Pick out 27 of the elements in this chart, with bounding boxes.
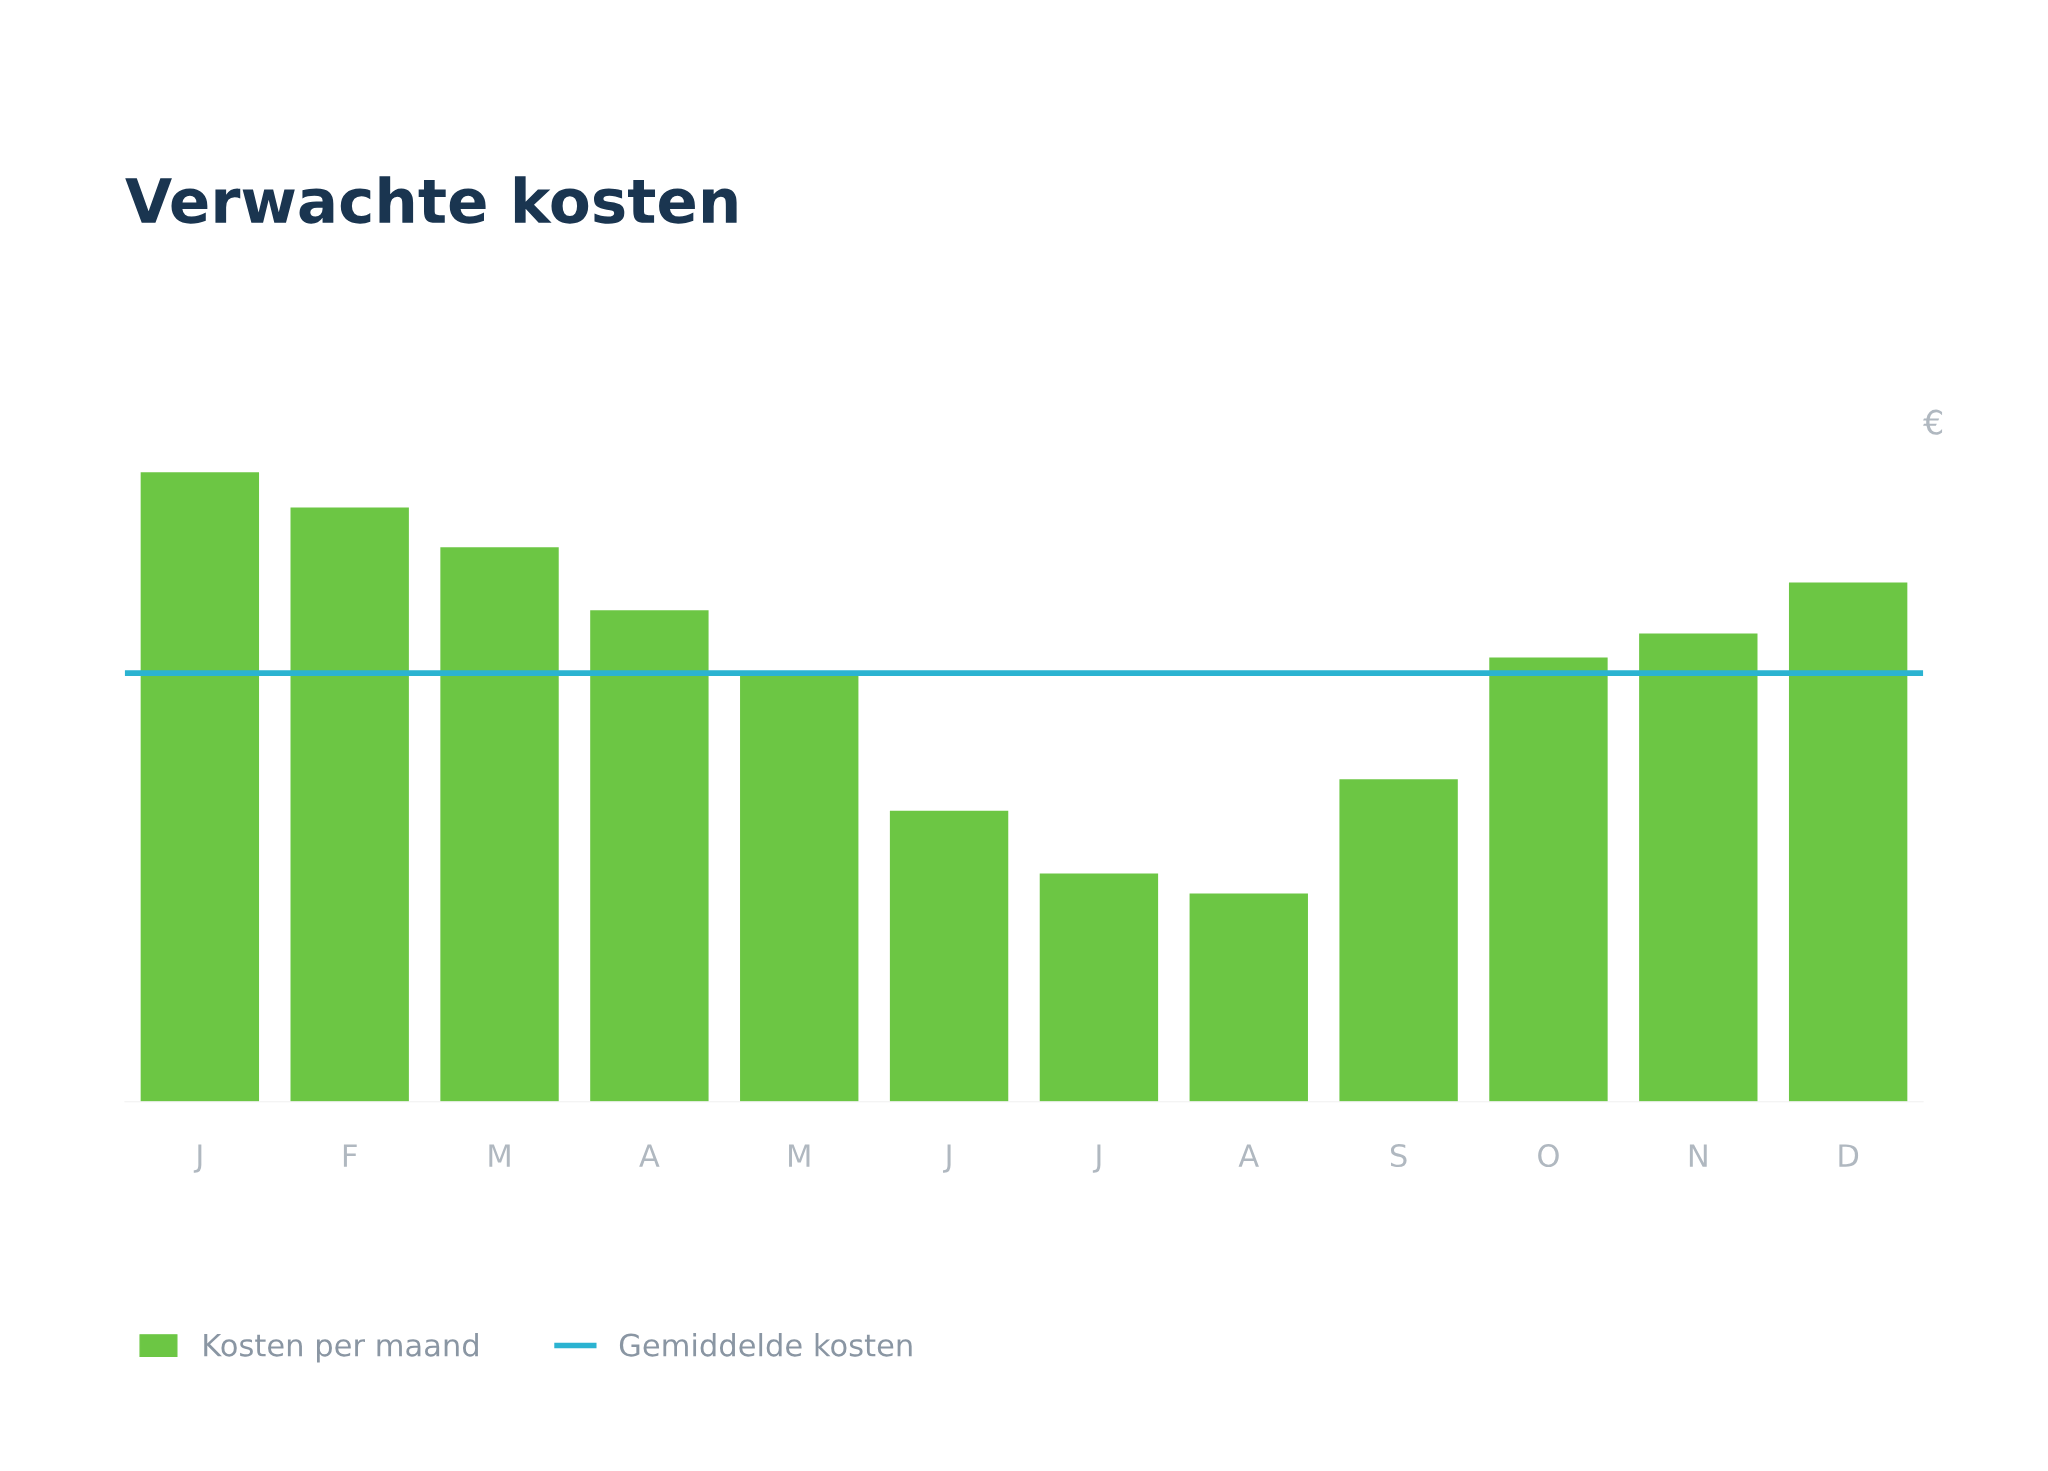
y-axis-title: €	[1923, 409, 1943, 435]
legend-label: Gemiddelde kosten	[619, 1333, 912, 1357]
x-tick-label: M	[789, 1144, 810, 1167]
bar	[889, 810, 1009, 1102]
chart-title: Verwachte kosten	[125, 176, 737, 224]
x-tick-label: D	[1839, 1144, 1859, 1167]
x-tick-label: J	[193, 1144, 202, 1173]
x-tick-label: M	[489, 1144, 510, 1167]
x-tick-label: F	[343, 1144, 357, 1167]
bar	[1788, 582, 1908, 1102]
x-tick-label: J	[1092, 1144, 1101, 1173]
x-tick-label: N	[1689, 1144, 1707, 1167]
bar	[1489, 657, 1608, 1102]
bar	[1189, 893, 1308, 1102]
x-tick-label: J	[942, 1144, 951, 1173]
x-tick-label: A	[1238, 1144, 1259, 1167]
x-tick-label: O	[1538, 1143, 1559, 1168]
bar	[1039, 873, 1159, 1102]
bar	[1339, 779, 1458, 1102]
x-tick-label: S	[1390, 1143, 1407, 1168]
bar	[290, 507, 409, 1102]
bar	[440, 547, 559, 1102]
bar	[140, 472, 260, 1102]
x-tick-label: A	[639, 1144, 660, 1167]
bar	[1639, 633, 1758, 1102]
bar	[590, 610, 709, 1102]
legend-label: Kosten per maand	[204, 1333, 478, 1363]
